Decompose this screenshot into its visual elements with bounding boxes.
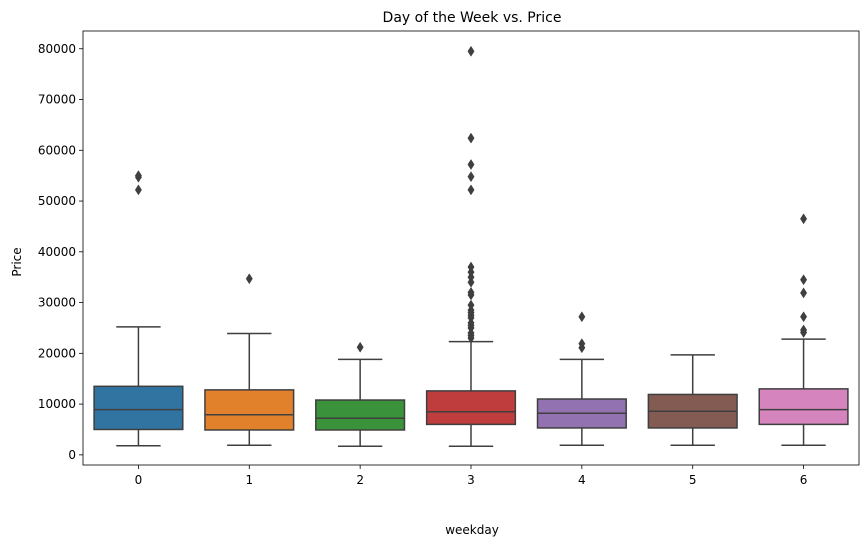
y-tick-label: 50000 — [38, 194, 76, 208]
outlier-point — [800, 311, 808, 323]
box-group-3 — [425, 45, 517, 447]
outlier-point — [134, 184, 142, 196]
outlier-point — [578, 311, 586, 323]
x-tick-label: 4 — [578, 473, 586, 487]
x-tick-label: 0 — [135, 473, 143, 487]
outlier-point — [467, 159, 475, 170]
outlier-point — [800, 274, 808, 286]
outlier-point — [578, 338, 586, 350]
outlier-point — [467, 184, 475, 196]
box-group-5 — [647, 354, 738, 446]
outlier-point — [356, 341, 364, 353]
outlier-point — [467, 261, 475, 273]
box-group-2 — [315, 341, 406, 447]
outlier-point — [134, 170, 142, 182]
box — [93, 385, 184, 431]
y-tick-label: 40000 — [38, 245, 76, 259]
outlier-point — [800, 324, 808, 336]
outlier-point — [800, 287, 808, 299]
outlier-point — [467, 132, 475, 144]
y-tick-label: 80000 — [38, 42, 76, 56]
plot-area: 0 10000 20000 30000 40000 50000 60000 70000 8000… — [38, 30, 860, 487]
outlier-point — [467, 299, 475, 311]
y-tick-label: 0 — [68, 448, 76, 462]
y-tick-label: 10000 — [38, 397, 76, 411]
x-tick-label: 3 — [467, 473, 475, 487]
y-tick-label: 20000 — [38, 346, 76, 360]
box — [204, 389, 295, 431]
box-group-0 — [93, 170, 184, 447]
x-axis-label: weekday — [445, 523, 499, 537]
chart-title: Day of the Week vs. Price — [383, 10, 562, 26]
x-tick-label: 2 — [356, 473, 364, 487]
box — [315, 399, 406, 431]
box — [758, 388, 849, 426]
outlier-point — [467, 171, 475, 183]
box-group-6 — [758, 213, 849, 446]
x-tick-label: 6 — [800, 473, 808, 487]
outlier-point — [467, 45, 475, 57]
y-tick-label: 70000 — [38, 93, 76, 107]
box — [425, 390, 517, 426]
x-tick-label: 5 — [689, 473, 697, 487]
y-tick-label: 30000 — [38, 296, 76, 310]
x-tick-label: 1 — [245, 473, 253, 487]
y-axis-label: Price — [10, 247, 24, 276]
box-group-4 — [536, 311, 627, 446]
y-tick-label: 60000 — [38, 143, 76, 157]
box-group-1 — [204, 273, 295, 446]
outlier-point — [800, 213, 808, 225]
outlier-point — [467, 286, 475, 298]
outlier-point — [245, 273, 253, 285]
